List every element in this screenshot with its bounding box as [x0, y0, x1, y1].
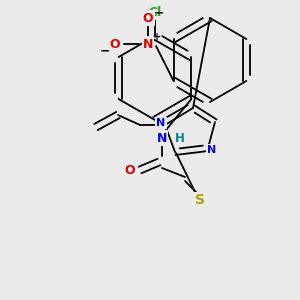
Text: N: N — [157, 131, 167, 145]
Text: N: N — [143, 38, 153, 50]
Text: O: O — [110, 38, 120, 50]
Text: +: + — [153, 32, 161, 42]
Text: N: N — [207, 145, 217, 155]
Text: S: S — [195, 193, 205, 207]
Text: Cl: Cl — [148, 5, 162, 19]
Text: −: − — [100, 44, 110, 58]
Text: O: O — [125, 164, 135, 176]
Text: −: − — [154, 7, 164, 20]
Text: H: H — [175, 131, 185, 145]
Text: O: O — [143, 11, 153, 25]
Text: N: N — [156, 118, 166, 128]
